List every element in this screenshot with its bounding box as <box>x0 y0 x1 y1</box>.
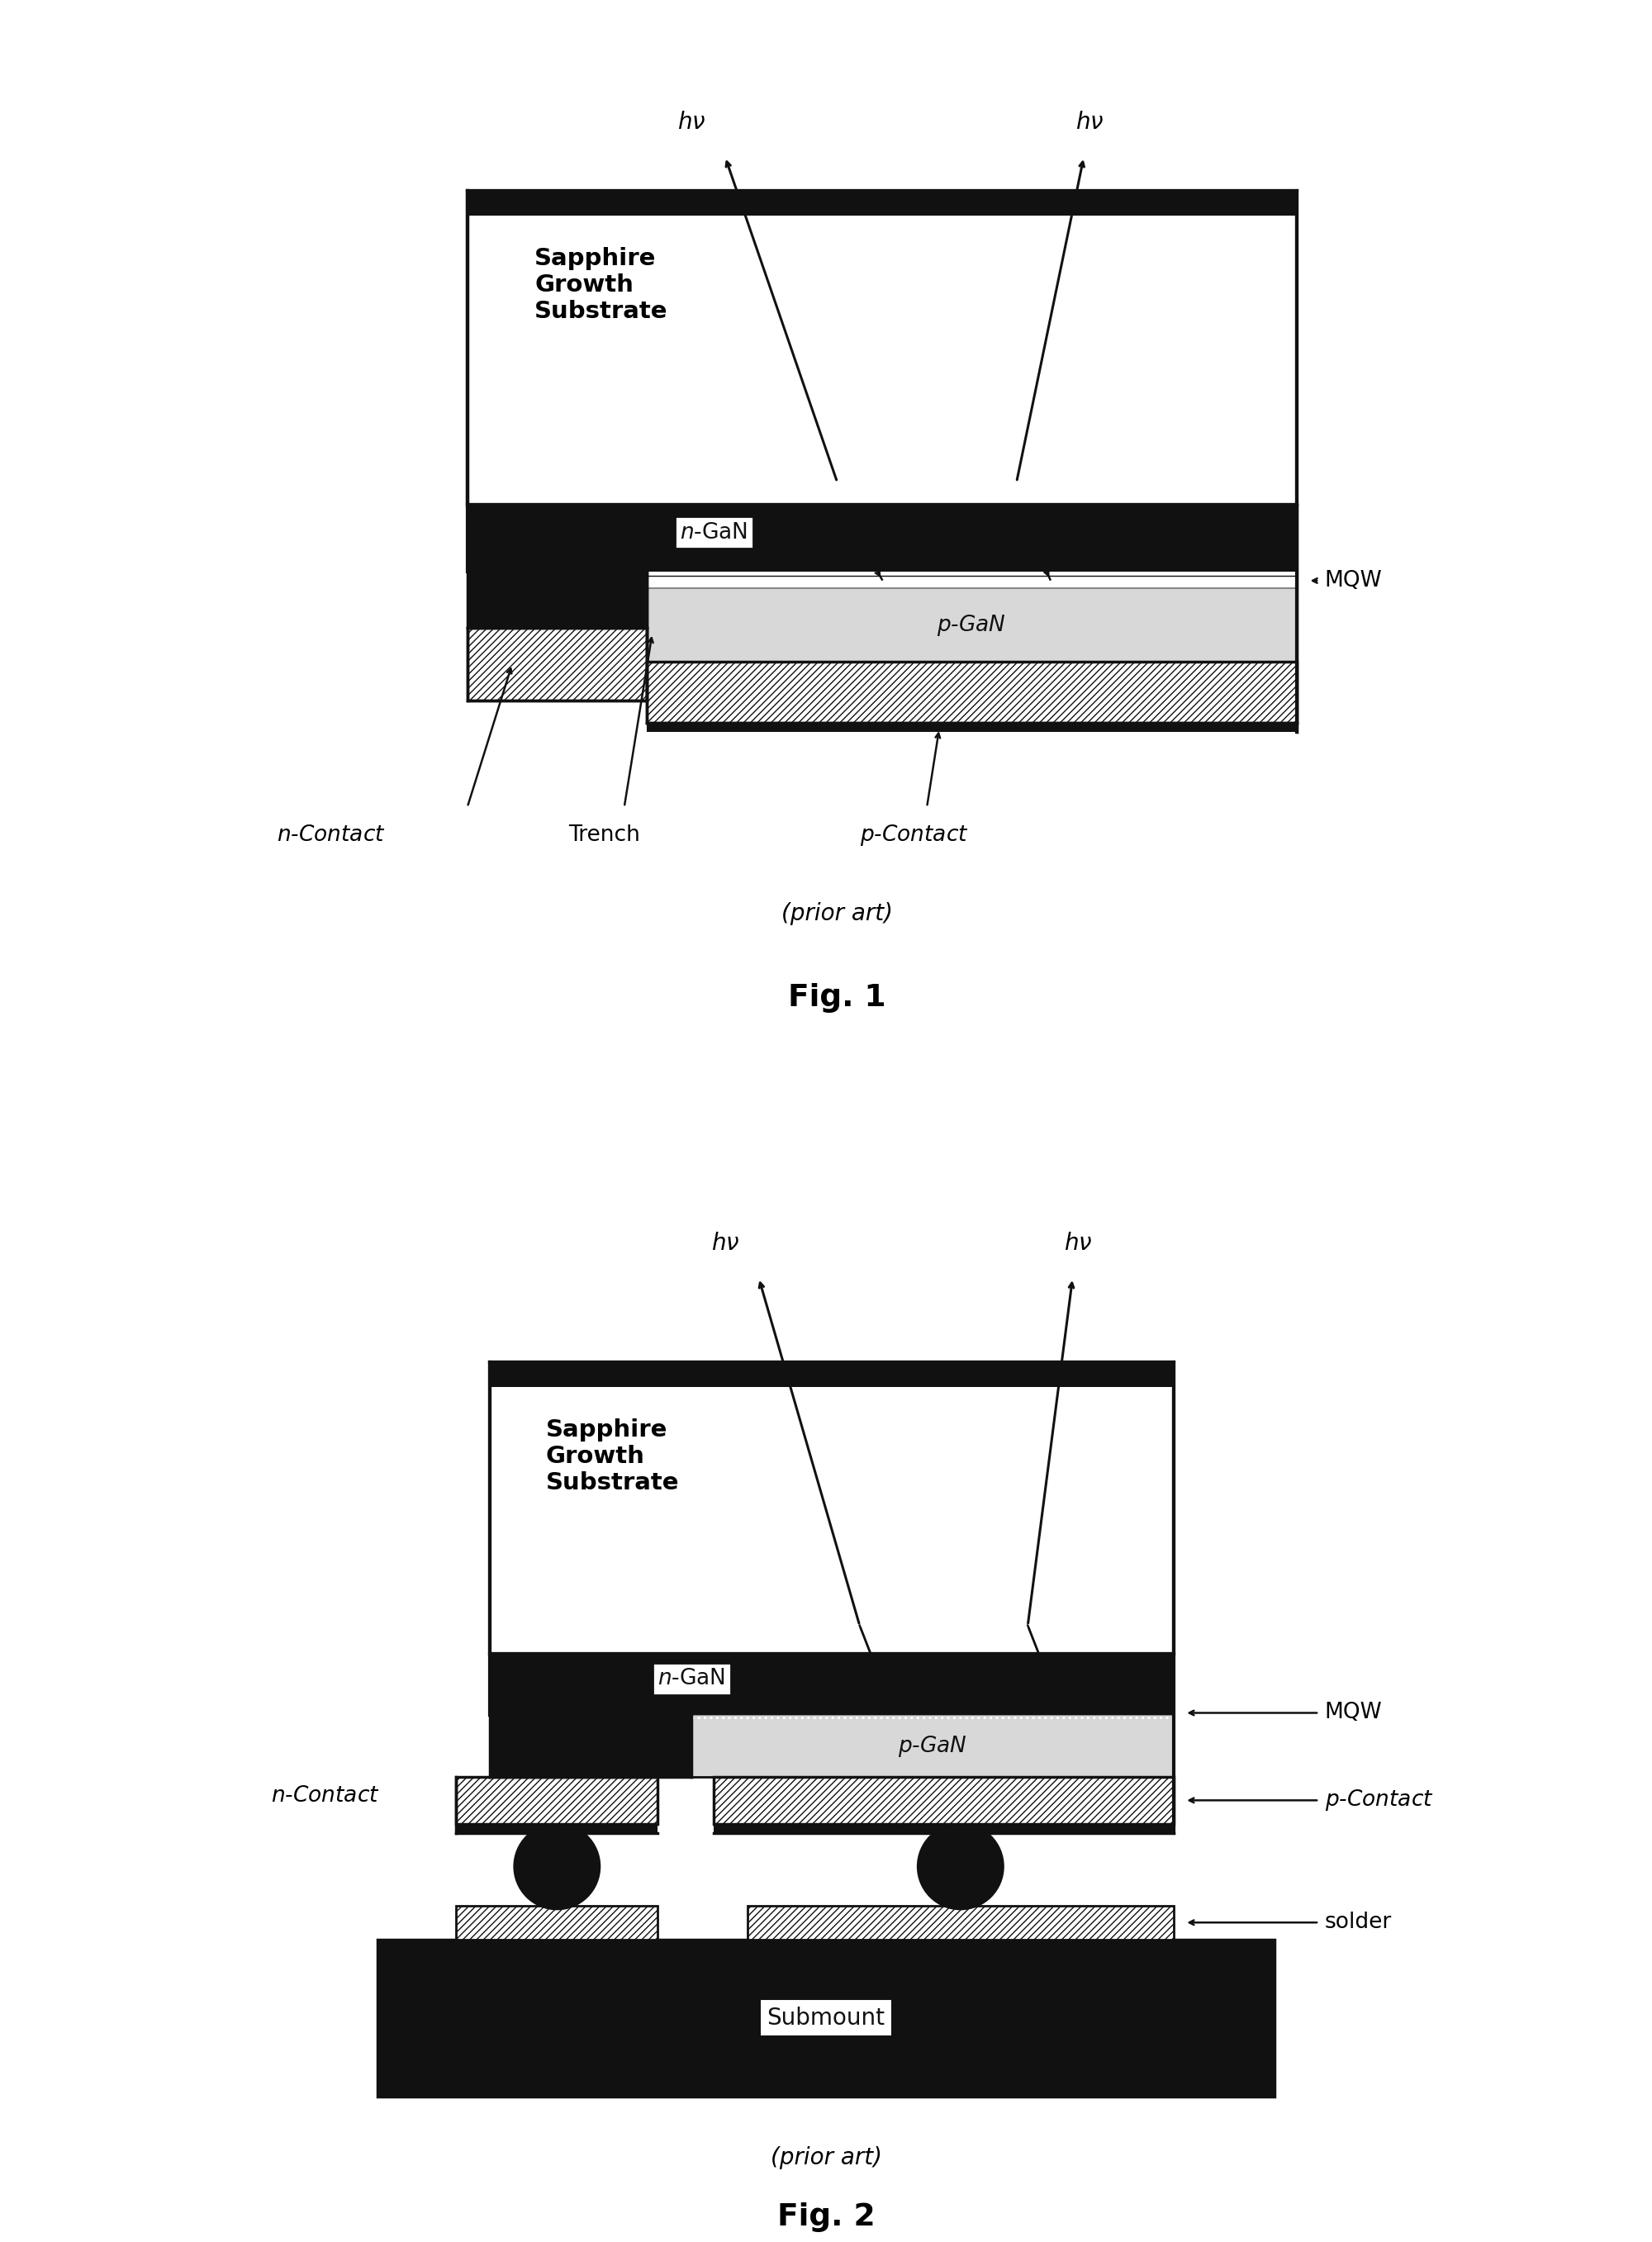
Text: (prior art): (prior art) <box>781 901 894 926</box>
Text: Fig. 1: Fig. 1 <box>788 982 885 1013</box>
Bar <box>456 1906 657 1939</box>
Bar <box>378 1939 1274 2096</box>
Text: $p$-Contact: $p$-Contact <box>859 823 968 847</box>
Text: Sapphire
Growth
Substrate: Sapphire Growth Substrate <box>535 247 667 323</box>
Text: h$\nu$: h$\nu$ <box>1064 1231 1092 1256</box>
Text: $n$-GaN: $n$-GaN <box>681 522 748 543</box>
Text: $p$-GaN: $p$-GaN <box>897 1733 966 1758</box>
Bar <box>692 1715 1173 1776</box>
Text: Submount: Submount <box>767 2007 885 2029</box>
Circle shape <box>919 1823 1003 1910</box>
Bar <box>646 587 1297 661</box>
Text: Fig. 2: Fig. 2 <box>776 2202 876 2233</box>
Text: h$\nu$: h$\nu$ <box>710 1231 740 1256</box>
Bar <box>714 1825 1173 1834</box>
Text: Trench: Trench <box>568 825 639 845</box>
Text: solder: solder <box>1325 1912 1393 1933</box>
Text: $p$-GaN: $p$-GaN <box>937 612 1006 637</box>
Text: MQW: MQW <box>1325 1702 1383 1724</box>
Bar <box>489 1655 1173 1715</box>
Bar <box>468 504 1297 572</box>
Bar <box>468 191 1297 504</box>
Text: Sapphire
Growth
Substrate: Sapphire Growth Substrate <box>545 1417 679 1495</box>
Bar <box>646 722 1297 731</box>
Circle shape <box>514 1823 600 1910</box>
Text: $p$-Contact: $p$-Contact <box>1325 1787 1434 1814</box>
Bar <box>489 1361 1173 1655</box>
Text: $n$-GaN: $n$-GaN <box>657 1668 725 1690</box>
Text: MQW: MQW <box>1325 569 1383 592</box>
Bar <box>748 1906 1173 1939</box>
Bar <box>456 1825 657 1834</box>
Bar <box>489 1361 1173 1386</box>
Bar <box>646 661 1297 722</box>
Text: (prior art): (prior art) <box>770 2146 882 2170</box>
Bar <box>468 504 646 628</box>
Text: h$\nu$: h$\nu$ <box>1075 110 1104 135</box>
Text: h$\nu$: h$\nu$ <box>677 110 705 135</box>
Bar <box>456 1776 657 1825</box>
Text: $n$-Contact: $n$-Contact <box>278 825 385 845</box>
Bar <box>714 1776 1173 1825</box>
Text: $n$-Contact: $n$-Contact <box>271 1785 380 1807</box>
Bar <box>468 628 646 700</box>
Bar <box>468 191 1297 215</box>
Bar <box>489 1715 692 1776</box>
